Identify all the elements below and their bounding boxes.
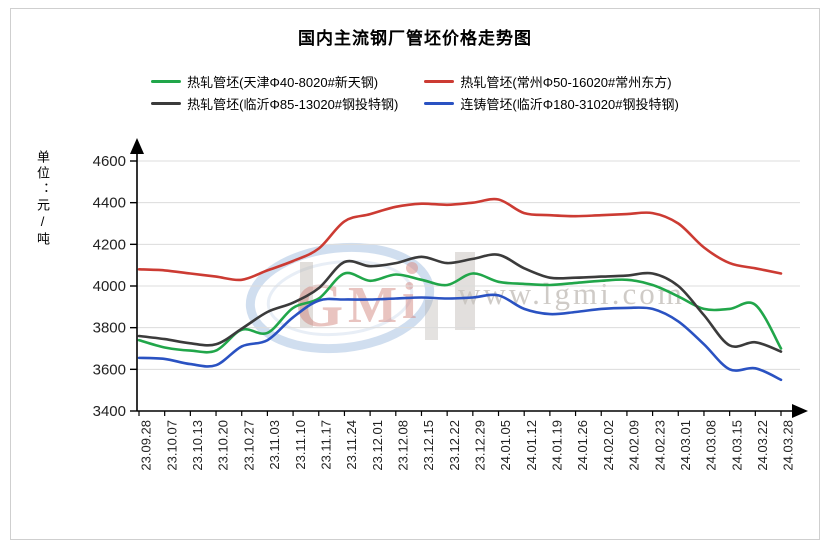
x-tick-label: 23.09.28: [139, 420, 154, 471]
x-tick-label: 24.03.08: [704, 420, 719, 471]
x-tick-label: 23.10.07: [164, 420, 179, 471]
x-tick-label: 23.11.24: [344, 420, 359, 470]
legend: 热轧管坯(天津Φ40-8020#新天钢) 热轧管坯(常州Φ50-16020#常州东…: [0, 72, 830, 113]
legend-swatch-icon: [424, 80, 455, 83]
x-tick-label: 24.03.15: [729, 420, 744, 471]
legend-label: 连铸管坯(临沂Φ180-31020#钢投特钢): [460, 97, 679, 112]
watermark-text: www.lgmi.com: [458, 276, 685, 311]
x-axis-arrow-icon: [792, 404, 808, 418]
legend-item-1: 热轧管坯(常州Φ50-16020#常州东方): [424, 72, 678, 91]
legend-swatch-icon: [424, 102, 455, 105]
y-axis-title: 单位：元/吨: [35, 150, 50, 248]
watermark-bar: [425, 300, 438, 340]
watermark-letter-i: i: [402, 273, 416, 330]
y-tick-label: 4400: [93, 195, 126, 212]
y-tick-label: 3800: [93, 320, 126, 337]
legend-item-0: 热轧管坯(天津Φ40-8020#新天钢): [151, 72, 398, 91]
x-tick-label: 24.03.22: [755, 420, 770, 471]
y-tick-label: 4600: [93, 153, 126, 170]
series-line-0: [137, 271, 783, 354]
x-tick-label: 24.01.19: [550, 420, 565, 471]
x-tick-label: 23.11.17: [318, 420, 333, 470]
x-tick-label: 23.11.03: [267, 420, 282, 470]
x-tick-label: 23.12.22: [447, 420, 462, 471]
x-tick-label: 23.12.01: [370, 420, 385, 471]
legend-label: 热轧管坯(常州Φ50-16020#常州东方): [460, 75, 672, 90]
x-tick-label: 23.12.08: [396, 420, 411, 471]
x-tick-label: 23.12.29: [473, 420, 488, 471]
x-tick-label: 23.10.27: [241, 420, 256, 471]
x-tick-label: 24.01.12: [524, 420, 539, 471]
series-line-3: [137, 293, 783, 382]
watermark-dot: [406, 262, 418, 274]
x-tick-label: 24.02.09: [627, 420, 642, 471]
watermark-logo-ellipse: [245, 242, 435, 354]
legend-swatch-icon: [151, 102, 182, 105]
x-tick-label: 24.02.02: [601, 420, 616, 471]
y-axis-arrow-icon: [130, 138, 144, 154]
series-line-1: [137, 197, 783, 282]
y-tick-label: 4200: [93, 236, 126, 253]
legend-grid: 热轧管坯(天津Φ40-8020#新天钢) 热轧管坯(常州Φ50-16020#常州东…: [151, 72, 679, 113]
legend-item-2: 热轧管坯(临沂Φ85-13020#钢投特钢): [151, 94, 398, 113]
legend-swatch-icon: [151, 80, 182, 83]
x-tick-label: 23.10.20: [216, 420, 231, 471]
watermark-letter-g: G: [295, 272, 343, 340]
x-tick-label: 24.03.28: [781, 420, 796, 471]
legend-label: 热轧管坯(天津Φ40-8020#新天钢): [187, 75, 379, 90]
series-layer: [137, 197, 783, 382]
y-tick-label: 3400: [93, 403, 126, 420]
watermark-bar: [455, 252, 475, 330]
x-tick-label: 23.12.15: [421, 420, 436, 471]
y-tick-label: 4000: [93, 278, 126, 295]
axis-layer: 3400 3600 3800 4000 4200 4400 4600 23.09.28 23.1…: [93, 138, 808, 471]
x-tick-label: 23.10.13: [190, 420, 205, 471]
series-line-2: [137, 253, 783, 353]
chart-frame: [10, 8, 820, 540]
watermark-logo-inner-ellipse: [266, 259, 414, 337]
x-tick-label: 24.01.05: [498, 420, 513, 471]
legend-item-3: 连铸管坯(临沂Φ180-31020#钢投特钢): [424, 94, 679, 113]
chart-title: 国内主流钢厂管坯价格走势图: [298, 29, 532, 48]
x-tick-label: 23.11.10: [293, 420, 308, 470]
x-tick-label: 24.03.01: [678, 420, 693, 471]
legend-label: 热轧管坯(临沂Φ85-13020#钢投特钢): [187, 97, 399, 112]
x-tick-label: 24.01.26: [575, 420, 590, 471]
y-tick-label: 3600: [93, 361, 126, 378]
x-tick-label: 24.02.23: [652, 420, 667, 471]
